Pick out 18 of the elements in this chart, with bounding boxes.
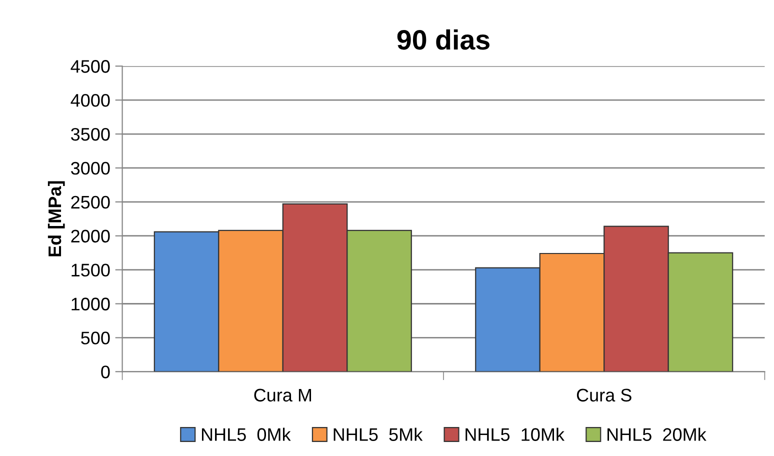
y-tick-label: 0 xyxy=(101,366,110,378)
y-tick-label: 4500 xyxy=(70,60,110,73)
legend-label: NHL5 20Mk xyxy=(608,428,706,441)
legend-label: NHL5 5Mk xyxy=(334,428,423,441)
y-tick-label: 2500 xyxy=(71,196,110,209)
y-tick-label: 1500 xyxy=(72,264,110,277)
x-tick-label: Cura S xyxy=(576,388,632,402)
legend-label: NHL5 10Mk xyxy=(466,428,565,441)
y-tick-label: 3500 xyxy=(71,128,110,141)
y-tick-label: 4000 xyxy=(70,94,110,107)
y-tick-label: 1000 xyxy=(72,298,110,310)
chart-title: 90 dias xyxy=(397,29,490,50)
y-tick-label: 500 xyxy=(81,332,110,344)
y-tick-label: 3000 xyxy=(71,162,110,175)
legend-label: NHL5 0Mk xyxy=(202,428,291,441)
y-axis-title: Ed [MPa] xyxy=(48,181,65,256)
x-tick-label: Cura M xyxy=(254,388,312,402)
y-tick-label: 2000 xyxy=(71,230,110,243)
